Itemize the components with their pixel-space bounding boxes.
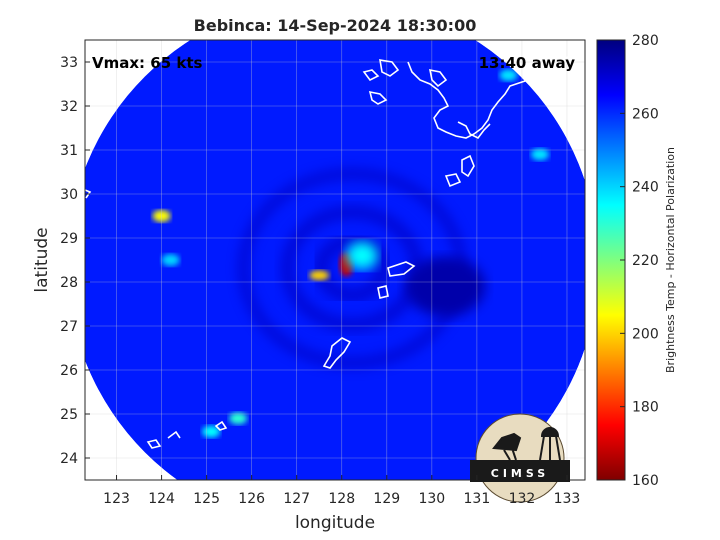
x-tick-label: 131 xyxy=(464,491,491,507)
brightness-field xyxy=(85,40,585,480)
coastline-outlines xyxy=(85,40,585,449)
x-tick-labels: 123 124 125 126 127 128 129 130 131 132 133 xyxy=(103,475,580,507)
feature-warm xyxy=(405,256,486,317)
colorbar-tick-label: 160 xyxy=(632,473,659,489)
x-tick-label: 133 xyxy=(554,491,581,507)
logo-water-tower xyxy=(539,427,561,461)
x-tick-label: 130 xyxy=(418,491,445,507)
x-tick-label: 123 xyxy=(103,491,130,507)
feature-rainband xyxy=(161,254,180,266)
colorbar-tick-label: 260 xyxy=(632,106,659,122)
x-tick-label: 132 xyxy=(509,491,536,507)
y-tick-label: 29 xyxy=(60,231,78,247)
colorbar-tick-label: 280 xyxy=(632,33,659,49)
coastline-kyushu-east xyxy=(457,121,491,140)
colorbar: 160 180 200 220 240 260 280 Brightness Temp - … xyxy=(596,33,677,489)
island-i xyxy=(214,420,228,431)
x-tick-label: 129 xyxy=(373,491,400,507)
island-d xyxy=(368,90,388,105)
y-tick-label: 27 xyxy=(60,319,78,335)
y-tick-labels: 24 25 26 27 28 29 30 31 32 33 xyxy=(60,55,90,467)
swath xyxy=(85,40,585,480)
island-f xyxy=(444,173,462,188)
time-away-annotation: 13:40 away xyxy=(479,54,576,72)
island-j xyxy=(146,439,162,449)
y-tick-label: 31 xyxy=(60,143,78,159)
colorbar-tick-label: 180 xyxy=(632,400,659,416)
feature-rainband xyxy=(229,412,248,425)
coastline-japan xyxy=(407,40,585,139)
grid-lines xyxy=(85,40,585,480)
swath-background xyxy=(85,40,585,480)
colorbar-ticks: 160 180 200 220 240 260 280 xyxy=(620,33,659,489)
spiral-band xyxy=(314,234,391,303)
x-axis-label: longitude xyxy=(295,513,375,533)
island-g xyxy=(387,261,416,277)
feature-core xyxy=(309,270,330,281)
island-a xyxy=(379,59,400,77)
y-tick-label: 25 xyxy=(60,407,78,423)
feature-rainband xyxy=(499,69,518,82)
colorbar-tick-label: 220 xyxy=(632,253,659,269)
colorbar-tick-label: 200 xyxy=(632,326,659,342)
plot-area xyxy=(84,39,586,481)
plot-border xyxy=(84,39,586,481)
y-tick-label: 24 xyxy=(60,451,78,467)
cimss-logo: CIMSS xyxy=(470,413,570,503)
x-tick-label: 128 xyxy=(328,491,355,507)
coastline-china-edge xyxy=(85,189,92,199)
y-tick-label: 30 xyxy=(60,187,78,203)
island-okinawa xyxy=(322,337,352,369)
y-tick-label: 32 xyxy=(60,99,78,115)
y-tick-label: 28 xyxy=(60,275,78,291)
logo-antenna xyxy=(492,432,522,461)
x-tick-label: 127 xyxy=(283,491,310,507)
x-tick-label: 125 xyxy=(193,491,220,507)
logo-text: CIMSS xyxy=(491,467,549,480)
chart-title: Bebinca: 14-Sep-2024 18:30:00 xyxy=(194,16,477,35)
island-e xyxy=(461,154,475,178)
x-tick-label: 124 xyxy=(148,491,175,507)
island-c xyxy=(428,68,448,88)
feature-eyewall xyxy=(346,241,379,270)
island-h xyxy=(377,285,389,299)
vmax-annotation: Vmax: 65 kts xyxy=(92,54,202,72)
x-tick-label: 126 xyxy=(238,491,265,507)
colorbar-label: Brightness Temp - Horizontal Polarizatio… xyxy=(664,147,677,373)
y-tick-label: 33 xyxy=(60,55,78,71)
colorbar-tick-label: 240 xyxy=(632,180,659,196)
island-b xyxy=(362,69,380,82)
y-axis-label: latitude xyxy=(32,227,52,292)
coastline-taiwan-tip xyxy=(167,430,181,439)
feature-rainband xyxy=(530,148,549,161)
logo-base xyxy=(470,460,570,482)
y-tick-label: 26 xyxy=(60,363,78,379)
